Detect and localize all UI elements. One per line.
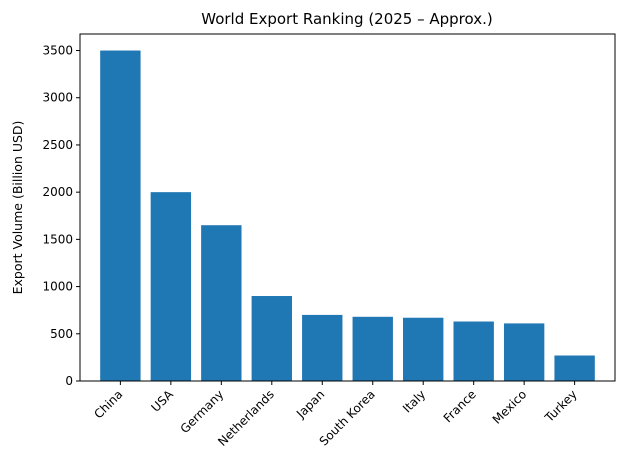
bar-netherlands	[251, 296, 292, 381]
y-tick-label: 2000	[42, 185, 73, 199]
y-tick-label: 1000	[42, 280, 73, 294]
bar-turkey	[554, 355, 595, 381]
x-tick-label: China	[91, 387, 125, 421]
bar-usa	[150, 192, 192, 381]
bars-group	[100, 50, 595, 382]
chart-title: World Export Ranking (2025 – Approx.)	[201, 10, 492, 28]
x-tick-label: USA	[149, 387, 177, 415]
bar-germany	[201, 225, 242, 381]
bar-china	[100, 50, 141, 382]
y-tick-label: 3000	[42, 91, 73, 105]
y-tick-label: 2500	[42, 138, 73, 152]
x-tick-label: Japan	[293, 387, 327, 421]
plot-frame	[79, 33, 616, 382]
y-axis: 0 500 1000 1500 2000 2500 3000 3500	[42, 44, 80, 388]
x-tick-label: Turkey	[542, 387, 580, 425]
y-axis-label: Export Volume (Billion USD)	[10, 121, 25, 295]
x-tick-label: Mexico	[490, 387, 530, 427]
x-tick-label: Germany	[178, 387, 227, 436]
y-tick-label: 0	[65, 374, 73, 388]
y-tick-label: 3500	[42, 44, 73, 58]
y-tick-label: 1500	[42, 232, 73, 246]
bar-south-korea	[352, 316, 393, 381]
x-tick-label: Italy	[400, 387, 428, 415]
bar-france	[453, 321, 494, 381]
x-tick-label: France	[441, 387, 479, 425]
bar-italy	[403, 317, 444, 381]
bar-mexico	[503, 323, 545, 381]
bar-japan	[302, 314, 343, 381]
y-tick-label: 500	[50, 327, 73, 341]
